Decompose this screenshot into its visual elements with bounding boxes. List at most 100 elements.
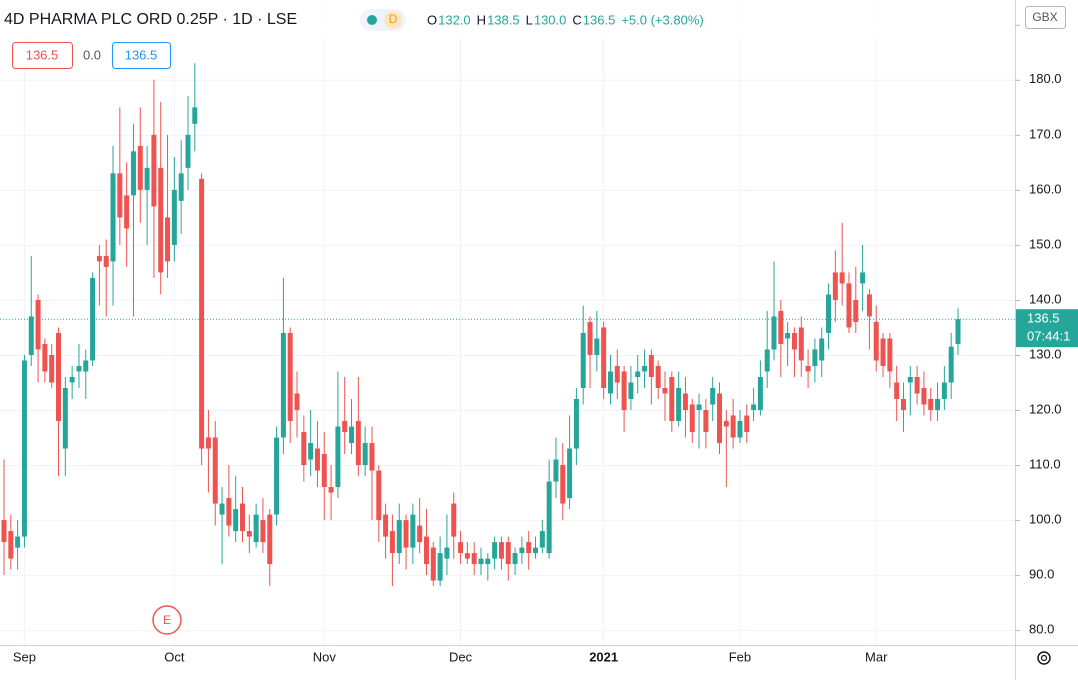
candle-body <box>464 553 470 559</box>
candle-body <box>253 514 259 543</box>
candle-body <box>533 547 539 554</box>
candle-body <box>308 443 314 460</box>
candle-body <box>96 255 102 262</box>
candle-body <box>8 531 14 559</box>
x-tick-label: Feb <box>729 649 751 664</box>
candle-body <box>35 299 41 350</box>
candle-body <box>389 531 395 554</box>
candle-body <box>171 189 177 245</box>
currency-box[interactable] <box>1025 6 1066 29</box>
box[interactable] <box>112 42 171 69</box>
candle-body <box>798 327 804 361</box>
y-tick-label: 140.0 <box>1029 291 1062 306</box>
candle-body <box>832 272 838 300</box>
y-tick-label: 120.0 <box>1029 401 1062 416</box>
candle-body <box>648 354 654 377</box>
candle-body <box>117 173 123 218</box>
candle-body <box>689 404 695 433</box>
candle-body <box>703 410 709 433</box>
x-tick-label: Dec <box>449 649 473 664</box>
candle-body <box>144 167 150 190</box>
box-value: 136.5 <box>26 47 59 62</box>
candle-body <box>417 525 423 543</box>
candle-body <box>812 349 818 366</box>
candle-body <box>948 346 954 383</box>
candle-body <box>907 376 913 383</box>
candle-body <box>21 360 27 537</box>
candle-body <box>710 387 716 405</box>
candle-body <box>471 553 477 565</box>
candle-body <box>921 387 927 405</box>
ohlc-legend: O 132.0 H 138.5 L 130.0 C 136.5 +5.0 (+3.80%) <box>427 12 704 27</box>
candle-body <box>383 514 389 537</box>
candle-body <box>553 459 559 482</box>
candle-body <box>349 426 355 444</box>
candle-body <box>56 332 62 422</box>
badge-bg <box>384 11 402 29</box>
value-boxes: 136.5 0.0 136.5 <box>12 42 171 69</box>
candle-body <box>505 542 511 565</box>
candle-body <box>894 382 900 399</box>
candle-body <box>839 272 845 284</box>
candle-body <box>185 134 191 168</box>
candle-body <box>410 514 416 548</box>
ohlc-label: O <box>427 12 437 27</box>
candle-body <box>560 465 566 504</box>
candle-body <box>539 531 545 548</box>
candle-body <box>778 310 784 344</box>
candle-body <box>226 498 232 526</box>
candle-body <box>219 503 225 515</box>
candle-body <box>165 217 171 262</box>
candle-body <box>76 365 82 372</box>
candle-body <box>853 299 859 322</box>
candle-body <box>342 421 348 433</box>
y-tick-label: 90.0 <box>1029 567 1054 582</box>
ohlc-label: L <box>526 12 533 27</box>
y-tick-label: 160.0 <box>1029 181 1062 196</box>
candle-body <box>90 277 96 361</box>
candle-body <box>723 421 729 427</box>
y-tick-label: 100.0 <box>1029 512 1062 527</box>
market-status-dot <box>367 15 377 25</box>
ohlc-value: 136.5 <box>583 12 616 27</box>
price-tag-countdown: 07:44:1 <box>1027 329 1070 344</box>
box[interactable] <box>12 42 73 69</box>
candle-body <box>730 415 736 438</box>
candle-body <box>819 338 825 361</box>
axes: 80.0 90.0 100.0 110.0 120.0 130.0 140.0 150.0 16… <box>13 16 1078 664</box>
candle-body <box>676 387 682 422</box>
candle-body <box>287 332 293 422</box>
candle-body <box>573 398 579 449</box>
candle-body <box>158 167 164 273</box>
x-tick-label: Mar <box>865 649 888 664</box>
settings-icon[interactable] <box>1037 651 1051 665</box>
plot <box>0 63 1015 587</box>
candle-body <box>914 376 920 394</box>
candle-body <box>498 542 504 559</box>
ohlc-value: 132.0 <box>438 12 471 27</box>
gear-hub <box>1040 654 1048 662</box>
candle-body <box>751 404 757 411</box>
price-tag <box>1016 309 1078 348</box>
candle-body <box>587 321 593 355</box>
candle-body <box>130 151 136 196</box>
candle-body <box>737 421 743 438</box>
candle-body <box>403 520 409 548</box>
candle-body <box>669 376 675 422</box>
y-tick-label: 150.0 <box>1029 236 1062 251</box>
candle-body <box>785 332 791 339</box>
candle-body <box>614 365 620 383</box>
candle-body <box>1 520 7 543</box>
candle-body <box>321 454 327 488</box>
candle-body <box>458 542 464 554</box>
x-tick-label: Nov <box>313 649 337 664</box>
y-tick-label: 130.0 <box>1029 346 1062 361</box>
ohlc-label: H <box>477 12 486 27</box>
candle-body <box>49 354 55 383</box>
candle-body <box>717 393 722 444</box>
candle-body <box>396 520 402 554</box>
earnings-marker[interactable] <box>152 605 182 635</box>
candle-body <box>28 316 34 355</box>
x-tick-label: Oct <box>164 649 185 664</box>
